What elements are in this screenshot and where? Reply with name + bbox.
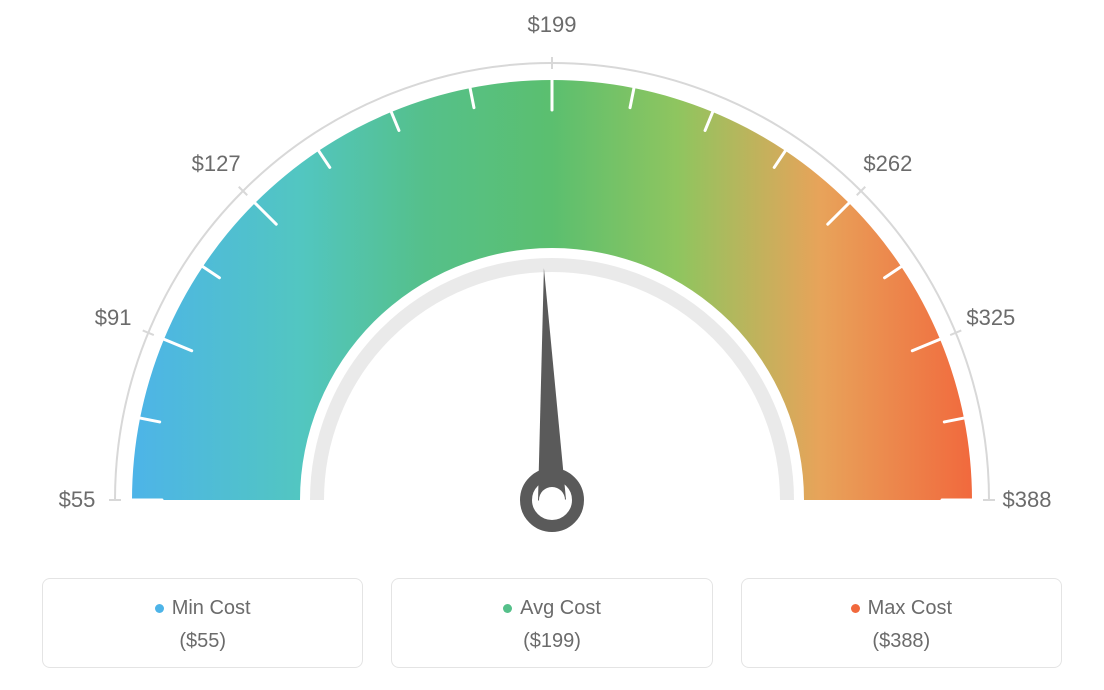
legend-card-max: Max Cost ($388) [741,578,1062,668]
gauge-tick-label: $199 [528,12,577,38]
legend-title-min: Min Cost [155,597,251,620]
gauge-chart: $55 $91 $127 $199 $262 $325 $388 [0,0,1104,560]
dot-icon [155,604,164,613]
legend-value: ($55) [53,630,352,653]
dot-icon [851,604,860,613]
legend-card-min: Min Cost ($55) [42,578,363,668]
legend-row: Min Cost ($55) Avg Cost ($199) Max Cost … [42,578,1062,668]
legend-card-avg: Avg Cost ($199) [391,578,712,668]
gauge-tick-label: $325 [966,305,1015,331]
legend-title-max: Max Cost [851,597,952,620]
legend-value: ($199) [402,630,701,653]
gauge-tick-label: $55 [59,487,96,513]
gauge-tick-label: $388 [1003,487,1052,513]
gauge-svg [0,0,1104,560]
gauge-tick-label: $91 [95,305,132,331]
legend-label: Max Cost [868,597,952,620]
dot-icon [503,604,512,613]
legend-label: Min Cost [172,597,251,620]
gauge-tick-label: $127 [192,151,241,177]
legend-label: Avg Cost [520,597,601,620]
gauge-tick-label: $262 [863,151,912,177]
legend-title-avg: Avg Cost [503,597,601,620]
legend-value: ($388) [752,630,1051,653]
